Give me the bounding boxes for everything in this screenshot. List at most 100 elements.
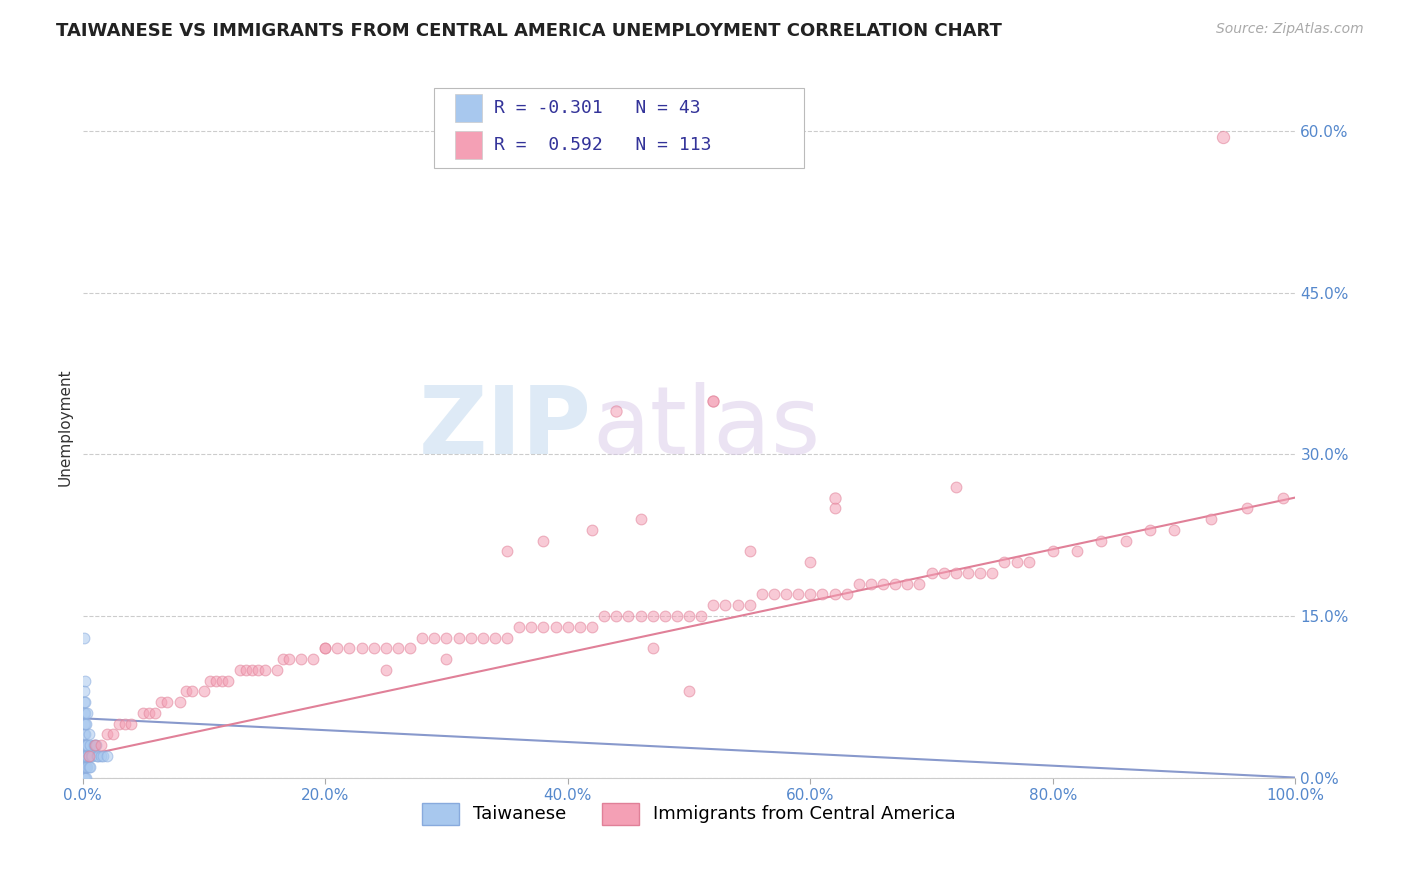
- Point: [76, 738, 98, 752]
- Point: [436, 652, 458, 666]
- Point: [1115, 533, 1137, 548]
- Point: [73, 738, 96, 752]
- Point: [932, 566, 955, 580]
- Point: [617, 609, 640, 624]
- Point: [824, 491, 846, 505]
- Point: [150, 695, 173, 709]
- Point: [193, 684, 215, 698]
- Point: [101, 727, 124, 741]
- Point: [76, 749, 98, 764]
- Point: [751, 587, 773, 601]
- Point: [211, 673, 233, 688]
- Point: [714, 599, 737, 613]
- Point: [198, 673, 221, 688]
- Point: [73, 738, 96, 752]
- Point: [811, 587, 834, 601]
- Point: [544, 620, 567, 634]
- Point: [630, 512, 652, 526]
- Point: [91, 749, 114, 764]
- Point: [73, 760, 96, 774]
- Point: [702, 393, 724, 408]
- Point: [314, 641, 336, 656]
- Point: [993, 555, 1015, 569]
- Point: [1066, 544, 1088, 558]
- Point: [73, 749, 96, 764]
- Point: [387, 641, 409, 656]
- Point: [484, 631, 506, 645]
- Point: [533, 533, 555, 548]
- Point: [73, 771, 96, 785]
- Point: [302, 652, 325, 666]
- Point: [90, 749, 112, 764]
- Point: [702, 599, 724, 613]
- Point: [630, 609, 652, 624]
- Point: [326, 641, 349, 656]
- Point: [1212, 129, 1234, 144]
- Point: [84, 738, 107, 752]
- Legend: Taiwanese, Immigrants from Central America: Taiwanese, Immigrants from Central Ameri…: [422, 803, 956, 824]
- Point: [678, 684, 700, 698]
- Point: [75, 760, 97, 774]
- Point: [799, 555, 821, 569]
- Text: atlas: atlas: [592, 382, 820, 474]
- Point: [872, 576, 894, 591]
- Text: R = -0.301   N = 43: R = -0.301 N = 43: [494, 99, 700, 118]
- Point: [945, 566, 967, 580]
- Point: [76, 706, 98, 720]
- Point: [1272, 491, 1295, 505]
- Point: [496, 544, 519, 558]
- Point: [77, 749, 100, 764]
- Point: [266, 663, 288, 677]
- Text: TAIWANESE VS IMMIGRANTS FROM CENTRAL AMERICA UNEMPLOYMENT CORRELATION CHART: TAIWANESE VS IMMIGRANTS FROM CENTRAL AME…: [56, 22, 1002, 40]
- Point: [787, 587, 810, 601]
- Text: ZIP: ZIP: [419, 382, 592, 474]
- Point: [205, 673, 228, 688]
- Point: [738, 544, 761, 558]
- Point: [145, 706, 167, 720]
- Point: [73, 727, 96, 741]
- Point: [678, 609, 700, 624]
- Point: [350, 641, 373, 656]
- Point: [86, 749, 108, 764]
- Point: [423, 631, 446, 645]
- Point: [508, 620, 530, 634]
- Point: [641, 641, 664, 656]
- Point: [75, 716, 97, 731]
- Point: [908, 576, 931, 591]
- Point: [374, 663, 396, 677]
- Point: [73, 716, 96, 731]
- Point: [945, 480, 967, 494]
- Point: [399, 641, 422, 656]
- Point: [174, 684, 197, 698]
- Point: [921, 566, 943, 580]
- Point: [1005, 555, 1028, 569]
- Point: [314, 641, 336, 656]
- Point: [859, 576, 882, 591]
- Point: [374, 641, 396, 656]
- Point: [156, 695, 179, 709]
- Point: [120, 716, 142, 731]
- Point: [271, 652, 294, 666]
- Point: [73, 631, 96, 645]
- Point: [73, 695, 96, 709]
- Point: [363, 641, 385, 656]
- Point: [138, 706, 160, 720]
- Point: [169, 695, 191, 709]
- Point: [581, 620, 603, 634]
- Point: [835, 587, 858, 601]
- Point: [76, 760, 98, 774]
- Point: [411, 631, 433, 645]
- Point: [132, 706, 155, 720]
- Point: [1042, 544, 1064, 558]
- Point: [73, 749, 96, 764]
- Point: [77, 727, 100, 741]
- Point: [77, 749, 100, 764]
- Point: [180, 684, 202, 698]
- Point: [641, 609, 664, 624]
- Text: R =  0.592   N = 113: R = 0.592 N = 113: [494, 136, 711, 154]
- Point: [727, 599, 749, 613]
- Point: [73, 706, 96, 720]
- Point: [83, 738, 105, 752]
- Point: [593, 609, 616, 624]
- Point: [83, 738, 105, 752]
